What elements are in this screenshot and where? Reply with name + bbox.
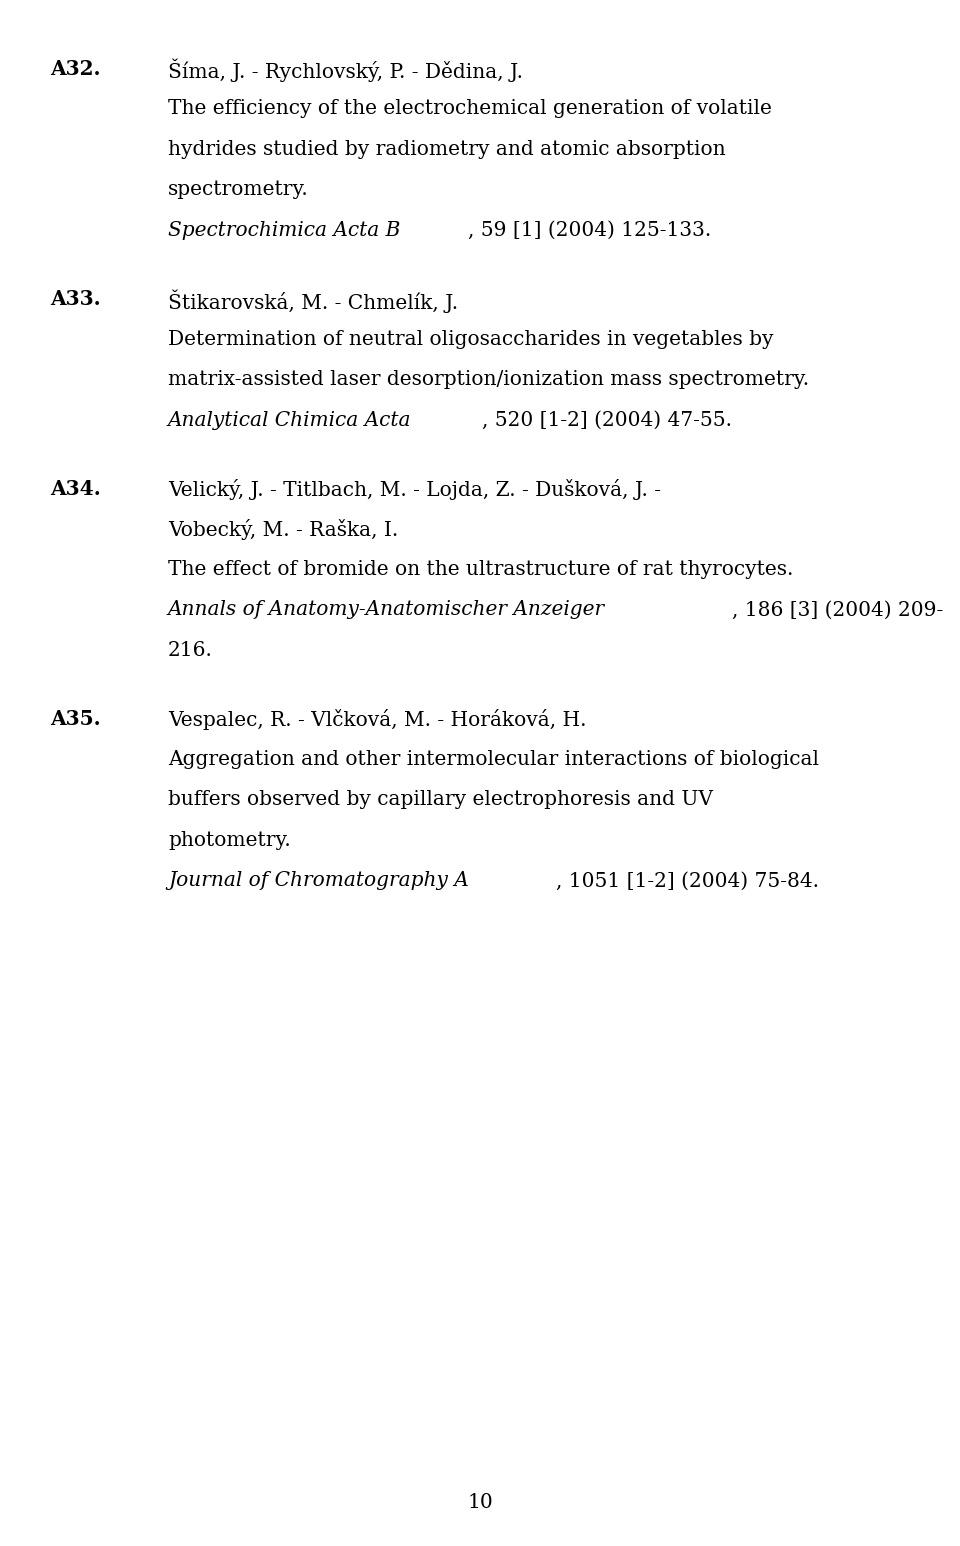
Text: 10: 10 <box>468 1493 492 1512</box>
Text: , 520 [1-2] (2004) 47-55.: , 520 [1-2] (2004) 47-55. <box>482 411 732 430</box>
Text: hydrides studied by radiometry and atomic absorption: hydrides studied by radiometry and atomi… <box>168 139 726 159</box>
Text: Velický, J. - Titlbach, M. - Lojda, Z. - Dušková, J. -: Velický, J. - Titlbach, M. - Lojda, Z. -… <box>168 479 661 499</box>
Text: buffers observed by capillary electrophoresis and UV: buffers observed by capillary electropho… <box>168 790 713 809</box>
Text: A34.: A34. <box>50 479 101 499</box>
Text: , 1051 [1-2] (2004) 75-84.: , 1051 [1-2] (2004) 75-84. <box>556 872 819 890</box>
Text: A35.: A35. <box>50 710 101 730</box>
Text: Šíma, J. - Rychlovský, P. - Dědina, J.: Šíma, J. - Rychlovský, P. - Dědina, J. <box>168 59 523 82</box>
Text: Aggregation and other intermolecular interactions of biological: Aggregation and other intermolecular int… <box>168 750 819 768</box>
Text: Annals of Anatomy-Anatomischer Anzeiger: Annals of Anatomy-Anatomischer Anzeiger <box>168 600 605 620</box>
Text: The effect of bromide on the ultrastructure of rat thyrocytes.: The effect of bromide on the ultrastruct… <box>168 560 793 578</box>
Text: Vobecký, M. - Raška, I.: Vobecký, M. - Raška, I. <box>168 519 398 541</box>
Text: Determination of neutral oligosaccharides in vegetables by: Determination of neutral oligosaccharide… <box>168 329 774 348</box>
Text: Štikarovská, M. - Chmelík, J.: Štikarovská, M. - Chmelík, J. <box>168 289 458 312</box>
Text: A32.: A32. <box>50 59 101 79</box>
Text: matrix-assisted laser desorption/ionization mass spectrometry.: matrix-assisted laser desorption/ionizat… <box>168 369 809 390</box>
Text: 216.: 216. <box>168 642 213 660</box>
Text: Journal of Chromatography A: Journal of Chromatography A <box>168 872 468 890</box>
Text: Analytical Chimica Acta: Analytical Chimica Acta <box>168 411 412 430</box>
Text: Vespalec, R. - Vlčková, M. - Horáková, H.: Vespalec, R. - Vlčková, M. - Horáková, H… <box>168 710 587 730</box>
Text: , 186 [3] (2004) 209-: , 186 [3] (2004) 209- <box>732 600 944 620</box>
Text: The efficiency of the electrochemical generation of volatile: The efficiency of the electrochemical ge… <box>168 99 772 117</box>
Text: Spectrochimica Acta B: Spectrochimica Acta B <box>168 221 400 240</box>
Text: photometry.: photometry. <box>168 830 291 850</box>
Text: , 59 [1] (2004) 125-133.: , 59 [1] (2004) 125-133. <box>468 221 711 240</box>
Text: A33.: A33. <box>50 289 101 309</box>
Text: spectrometry.: spectrometry. <box>168 181 309 199</box>
